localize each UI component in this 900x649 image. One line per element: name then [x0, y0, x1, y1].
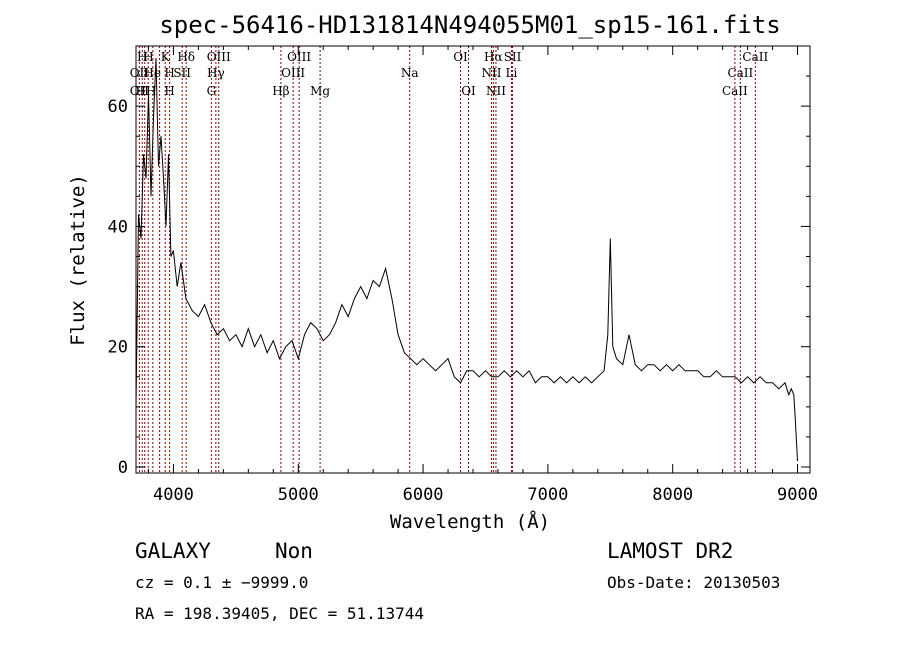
y-tick-label: 20	[108, 338, 128, 358]
line-label: Hβ	[272, 84, 289, 98]
line-label: K	[161, 50, 171, 64]
line-label: H	[143, 50, 153, 64]
y-tick-label: 60	[108, 97, 128, 117]
object-class: GALAXY	[135, 539, 211, 563]
y-tick-label: 0	[118, 458, 128, 478]
line-label: OII	[130, 84, 150, 98]
line-label: OIII	[281, 66, 305, 80]
x-tick-label: 6000	[403, 485, 444, 505]
line-label: H	[137, 50, 147, 64]
line-label: Hα	[484, 50, 503, 64]
line-label: OIII	[207, 50, 231, 64]
line-label: OIII	[287, 50, 311, 64]
redshift-cz: cz = 0.1 ± −9999.0	[135, 573, 308, 592]
x-tick-label: 7000	[527, 485, 568, 505]
line-label: NII	[486, 84, 506, 98]
y-axis: 0 20 40 60	[108, 75, 810, 478]
x-tick-label: 5000	[278, 485, 319, 505]
line-label: G	[207, 84, 217, 98]
obs-date: Obs-Date: 20130503	[607, 573, 780, 592]
survey-name: LAMOST DR2	[607, 539, 733, 563]
line-label: SII	[504, 50, 522, 64]
line-markers	[138, 46, 756, 473]
x-axis: 4000 5000 6000 7000 8000 9000	[147, 46, 818, 505]
line-label: Na	[401, 66, 419, 80]
x-tick-label: 8000	[652, 485, 693, 505]
object-subclass: Non	[275, 539, 313, 563]
line-label: CaII	[742, 50, 768, 64]
x-axis-label: Wavelength (Å)	[390, 510, 550, 533]
line-label: HH	[136, 84, 157, 98]
x-tick-label: 4000	[153, 485, 194, 505]
line-label: Hδ	[177, 50, 195, 64]
line-label: Li	[506, 66, 518, 80]
line-label: SII	[173, 66, 191, 80]
plot-frame	[135, 45, 811, 474]
line-label: CaII	[722, 84, 748, 98]
line-label: CaII	[727, 66, 753, 80]
line-label: Mg	[310, 84, 330, 98]
line-label: OII	[130, 66, 150, 80]
line-label: NII	[481, 66, 501, 80]
line-label: H	[164, 66, 174, 80]
line-label: He	[143, 66, 161, 80]
line-label: OI	[453, 50, 468, 64]
line-label: OI	[461, 84, 476, 98]
line-label: Hγ	[207, 66, 225, 80]
y-tick-label: 40	[108, 217, 128, 237]
x-tick-label: 9000	[777, 485, 818, 505]
chart-title: spec-56416-HD131814N494055M01_sp15-161.f…	[159, 11, 780, 39]
spectrum-line	[135, 57, 798, 462]
ra-dec: RA = 198.39405, DEC = 51.13744	[135, 604, 424, 623]
line-label: H	[164, 84, 174, 98]
y-axis-label: Flux (relative)	[67, 174, 89, 346]
